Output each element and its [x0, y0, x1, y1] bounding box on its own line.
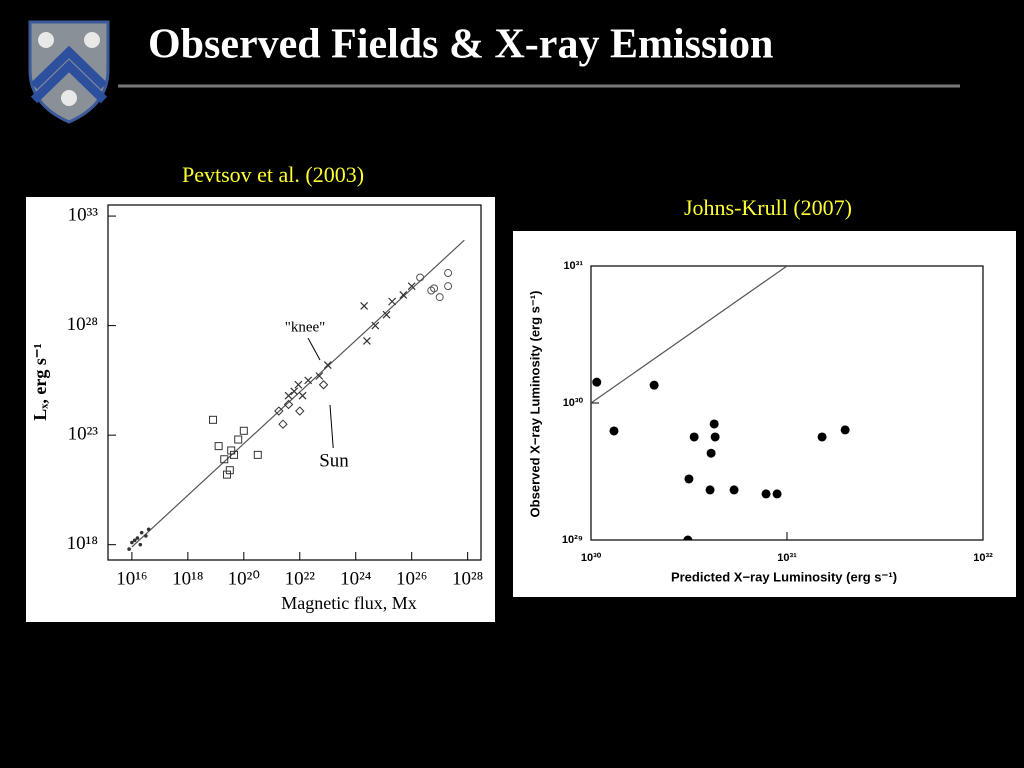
point	[239, 426, 248, 435]
point	[223, 470, 232, 479]
point	[729, 485, 739, 495]
point	[817, 432, 827, 442]
point	[407, 282, 416, 291]
point	[609, 426, 619, 436]
chart-caption: Johns-Krull (2007)	[684, 195, 852, 220]
point	[225, 466, 234, 475]
point	[127, 547, 131, 551]
y-axis-label: Observed X−ray Luminosity (erg s⁻¹)	[527, 291, 542, 518]
point	[706, 448, 716, 458]
x-axis-label: Predicted X−ray Luminosity (erg s⁻¹)	[671, 569, 897, 584]
annotation-arrow	[307, 337, 321, 361]
x-axis-label: Magnetic flux, Mx	[281, 593, 416, 613]
y-tick-label: 10²³	[68, 424, 99, 445]
point	[315, 372, 324, 380]
point	[209, 415, 218, 424]
fit-line	[131, 239, 465, 548]
point	[710, 432, 720, 442]
x-tick-label: 10¹⁶	[116, 568, 147, 589]
point	[709, 419, 719, 429]
y-tick-label: 10¹⁸	[67, 533, 98, 554]
y-axis-label: Lₓ, erg s⁻¹	[30, 343, 50, 421]
point	[649, 380, 659, 390]
point	[761, 489, 771, 499]
point	[371, 321, 380, 330]
x-tick-label: 10²⁴	[340, 568, 372, 589]
x-tick-label: 10³⁰	[581, 552, 602, 564]
point	[230, 450, 239, 459]
chart-caption: Pevtsov et al. (2003)	[182, 162, 364, 187]
fit-line	[591, 266, 788, 404]
point	[132, 538, 137, 543]
point	[416, 273, 425, 282]
point	[683, 535, 693, 540]
y-tick-label: 10³⁰	[563, 397, 584, 409]
slide-title: Observed Fields & X-ray Emission	[148, 22, 773, 68]
y-tick-label: 10²⁸	[67, 314, 98, 335]
point	[144, 534, 148, 538]
chart-panel	[513, 231, 1016, 597]
point	[139, 530, 144, 535]
point	[294, 380, 303, 389]
point	[253, 450, 262, 459]
point	[283, 399, 294, 410]
annotation: Sun	[319, 450, 349, 471]
point	[444, 282, 453, 291]
point	[382, 310, 391, 319]
marks	[127, 239, 465, 551]
point	[298, 391, 307, 400]
y-tick-label: 10³¹	[563, 260, 583, 272]
x-tick-label: 10²⁸	[452, 568, 483, 589]
point	[135, 536, 140, 540]
y-tick-label: 10²⁹	[562, 534, 583, 546]
annotation: "knee"	[285, 319, 326, 335]
point	[214, 442, 223, 451]
point	[234, 435, 243, 444]
point	[304, 376, 313, 385]
chart-panel	[26, 197, 495, 622]
x-tick-label: 10³²	[973, 552, 993, 564]
point	[840, 425, 850, 435]
x-tick-label: 10¹⁸	[172, 568, 203, 589]
point	[227, 446, 236, 455]
x-tick-label: 10²⁶	[396, 568, 427, 589]
point	[323, 361, 332, 369]
x-tick-label: 10³¹	[777, 552, 797, 564]
point	[360, 301, 369, 310]
point	[278, 419, 288, 429]
x-tick-label: 10²⁰	[228, 568, 260, 589]
point	[295, 406, 305, 416]
point	[318, 380, 329, 390]
logo	[28, 20, 110, 124]
point	[284, 391, 293, 400]
point	[388, 297, 397, 306]
point	[435, 293, 444, 302]
point	[130, 540, 134, 545]
point	[430, 284, 439, 293]
point	[684, 474, 694, 484]
point	[220, 455, 229, 464]
point	[146, 527, 151, 532]
x-tick-label: 10²²	[285, 568, 316, 589]
point	[772, 489, 782, 499]
point	[274, 406, 284, 416]
chart: Johns-Krull (2007) 10³⁰ 10³¹ 10³² 10²⁹ 10³⁰ 10…	[513, 195, 1016, 597]
y-tick-label: 10³³	[68, 204, 99, 225]
point	[592, 377, 602, 387]
point	[444, 269, 453, 278]
point	[290, 387, 299, 396]
point	[705, 485, 715, 495]
point	[427, 286, 436, 295]
point	[138, 542, 143, 547]
plot-frame	[107, 204, 482, 561]
annotation-arrow	[329, 404, 334, 449]
point	[399, 291, 408, 299]
point	[689, 432, 699, 442]
point	[362, 336, 371, 345]
marks	[591, 266, 850, 540]
chart: Pevtsov et al. (2003) 10¹⁶ 10¹⁸ 10²⁰ 10²² 10²…	[26, 162, 495, 622]
